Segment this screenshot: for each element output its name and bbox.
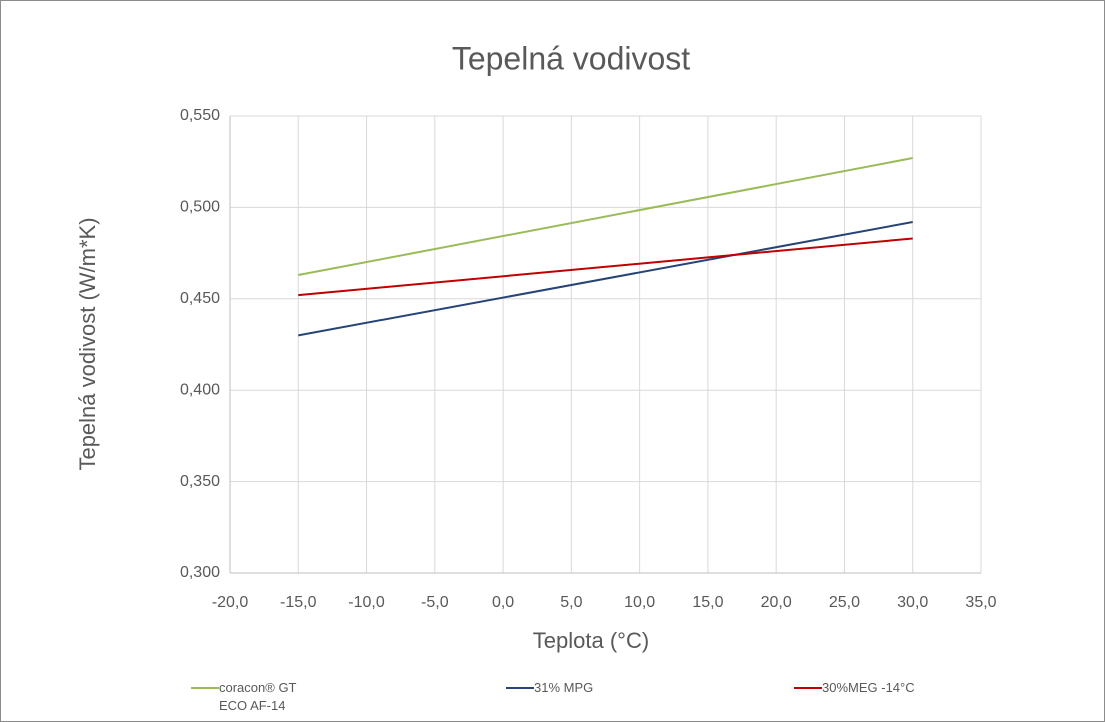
y-tick-label: 0,500 xyxy=(180,199,220,216)
legend-item: 31% MPG xyxy=(506,679,734,697)
legend-swatch xyxy=(506,687,534,689)
x-tick-label: 35,0 xyxy=(965,594,996,611)
series-line xyxy=(298,157,913,277)
y-tick-label: 0,550 xyxy=(180,107,220,124)
x-tick-label: 10,0 xyxy=(624,594,655,611)
y-axis-title: Tepelná vodivost (W/m*K) xyxy=(75,217,100,470)
legend-swatch xyxy=(191,687,219,689)
x-tick-label: -15,0 xyxy=(280,594,317,611)
x-tick-label: 15,0 xyxy=(692,594,723,611)
y-tick-label: 0,400 xyxy=(180,381,220,398)
legend-label: 31% MPG xyxy=(534,680,594,695)
x-tick-label: 20,0 xyxy=(761,594,792,611)
legend-item: coracon® GT ECO AF-14 xyxy=(191,679,311,715)
y-tick-label: 0,300 xyxy=(180,564,220,581)
x-tick-label: -5,0 xyxy=(421,594,449,611)
y-tick-label: 0,450 xyxy=(180,290,220,307)
legend-swatch xyxy=(794,687,822,689)
series-line xyxy=(298,221,913,337)
x-tick-label: -20,0 xyxy=(212,594,249,611)
series-line xyxy=(298,237,913,297)
legend-label: 30%MEG -14°C xyxy=(822,680,915,695)
x-tick-label: 0,0 xyxy=(492,594,514,611)
chart-title: Tepelná vodivost xyxy=(452,40,690,76)
y-tick-label: 0,350 xyxy=(180,473,220,490)
x-axis-title: Teplota (°C) xyxy=(533,628,649,653)
legend-item: 30%MEG -14°C xyxy=(794,679,1022,697)
legend-label: coracon® GT ECO AF-14 xyxy=(219,680,297,713)
x-tick-label: 25,0 xyxy=(829,594,860,611)
x-tick-label: -10,0 xyxy=(348,594,385,611)
x-tick-label: 30,0 xyxy=(897,594,928,611)
x-tick-label: 5,0 xyxy=(560,594,582,611)
